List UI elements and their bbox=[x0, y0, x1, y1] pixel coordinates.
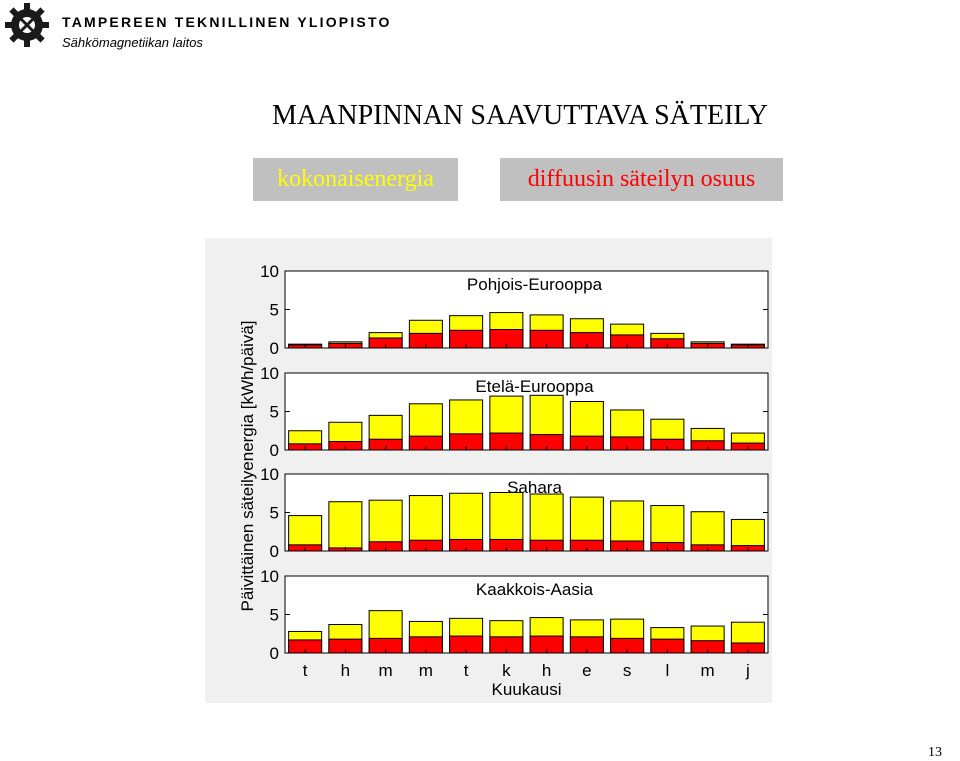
y-axis-label: Päivittäinen säteilyenergia [kWh/päivä] bbox=[238, 320, 257, 611]
x-tick-label: m bbox=[379, 661, 393, 680]
x-tick-label: h bbox=[341, 661, 350, 680]
y-tick-label: 10 bbox=[260, 262, 279, 281]
y-tick-label: 10 bbox=[260, 465, 279, 484]
panel-title: Etelä-Eurooppa bbox=[475, 377, 594, 396]
x-tick-label: s bbox=[623, 661, 632, 680]
y-tick-label: 0 bbox=[270, 441, 279, 460]
panel-area-1 bbox=[285, 373, 768, 450]
legend-total-energy: kokonaisenergia bbox=[253, 158, 458, 201]
y-tick-label: 5 bbox=[270, 403, 279, 422]
department-name: Sähkömagnetiikan laitos bbox=[62, 35, 203, 50]
panel-title: Sahara bbox=[507, 478, 562, 497]
university-logo bbox=[5, 3, 49, 47]
page-number: 13 bbox=[928, 745, 942, 760]
y-tick-label: 5 bbox=[270, 301, 279, 320]
panel-area-2 bbox=[285, 474, 768, 551]
slide-title: MAANPINNAN SAAVUTTAVA SÄTEILY bbox=[272, 100, 768, 131]
panel-title: Pohjois-Eurooppa bbox=[467, 275, 603, 294]
y-tick-label: 10 bbox=[260, 364, 279, 383]
x-tick-label: j bbox=[745, 661, 750, 680]
x-tick-label: m bbox=[419, 661, 433, 680]
panel-title: Kaakkois-Aasia bbox=[476, 580, 594, 599]
x-tick-label: t bbox=[464, 661, 469, 680]
bar-total-2-1 bbox=[328, 501, 363, 552]
x-tick-label: h bbox=[542, 661, 551, 680]
y-tick-label: 0 bbox=[270, 339, 279, 358]
x-tick-label: l bbox=[665, 661, 669, 680]
x-axis-label: Kuukausi bbox=[492, 680, 562, 699]
y-tick-label: 5 bbox=[270, 606, 279, 625]
x-tick-label: t bbox=[303, 661, 308, 680]
legend-diffuse-share: diffuusin säteilyn osuus bbox=[500, 158, 783, 201]
y-tick-label: 0 bbox=[270, 644, 279, 663]
panel-area-0 bbox=[285, 271, 768, 348]
x-tick-label: k bbox=[502, 661, 511, 680]
panel-area-3 bbox=[285, 576, 768, 653]
university-name: TAMPEREEN TEKNILLINEN YLIOPISTO bbox=[62, 14, 392, 30]
y-tick-label: 5 bbox=[270, 504, 279, 523]
y-tick-label: 0 bbox=[270, 542, 279, 561]
y-tick-label: 10 bbox=[260, 567, 279, 586]
x-tick-label: m bbox=[701, 661, 715, 680]
x-tick-label: e bbox=[582, 661, 591, 680]
